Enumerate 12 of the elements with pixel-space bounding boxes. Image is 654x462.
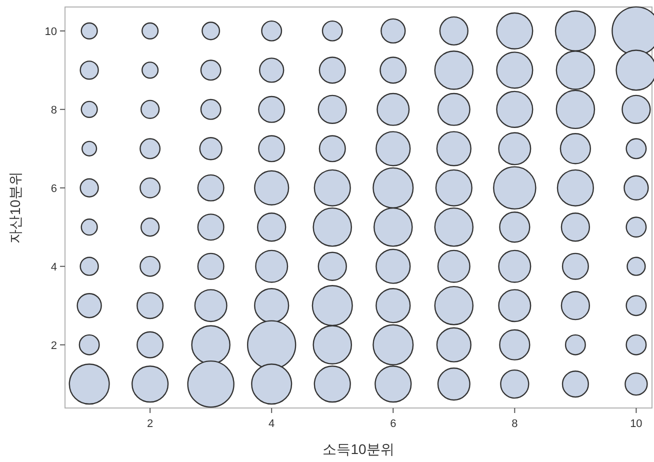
y-tick-label: 2 bbox=[50, 340, 57, 352]
y-axis-title: 자산10분위 bbox=[7, 172, 23, 244]
x-axis-title: 소득10분위 bbox=[322, 441, 394, 457]
x-tick-label: 6 bbox=[390, 418, 396, 430]
y-tick-label: 6 bbox=[50, 182, 57, 195]
y-tick-label: 10 bbox=[44, 26, 57, 38]
x-tick-label: 4 bbox=[268, 418, 275, 430]
x-tick-label: 2 bbox=[147, 418, 154, 430]
x-tick-label: 10 bbox=[630, 418, 642, 430]
y-tick-label: 4 bbox=[50, 261, 57, 274]
y-tick-label: 8 bbox=[50, 104, 57, 116]
x-tick-label: 8 bbox=[512, 418, 518, 430]
